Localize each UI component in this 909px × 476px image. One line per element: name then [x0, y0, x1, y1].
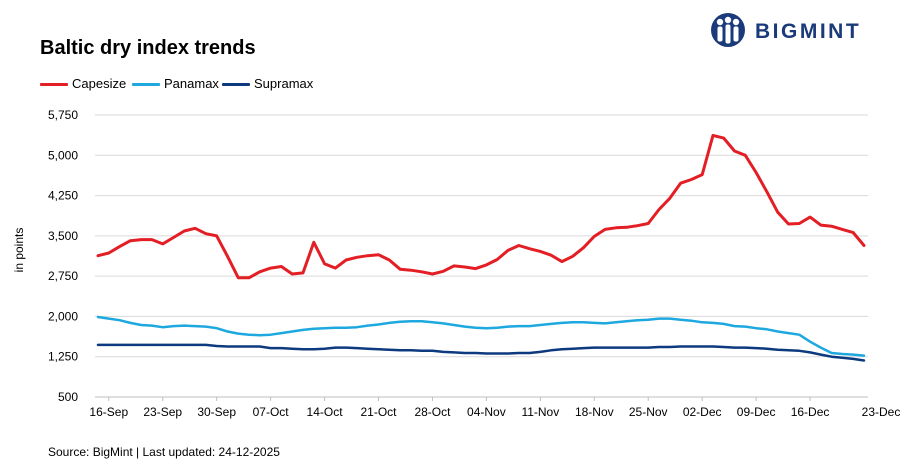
legend-swatch [40, 83, 68, 86]
source-note: Source: BigMint | Last updated: 24-12-20… [48, 445, 280, 459]
x-tick-label: 09-Dec [737, 405, 776, 419]
legend-label: Supramax [254, 76, 314, 91]
legend-label: Panamax [164, 76, 219, 91]
y-tick-label: 2,000 [48, 309, 78, 323]
x-tick-label: 11-Nov [521, 405, 559, 419]
bigmint-people-logo-icon [711, 13, 745, 47]
x-tick-label: 16-Dec [791, 405, 830, 419]
series-line-panamax [96, 315, 866, 357]
x-tick-label: 16-Sep [89, 405, 128, 419]
x-tick-label: 28-Oct [414, 405, 451, 419]
series-line-capesize [96, 133, 866, 280]
x-tick-label: 30-Sep [197, 405, 236, 419]
bigmint-logo: BIGMINT [709, 12, 901, 48]
chart-title: Baltic dry index trends [40, 37, 256, 59]
y-tick-label: 5,750 [48, 108, 78, 122]
y-tick-label: 1,250 [48, 350, 78, 364]
brand-name: BIGMINT [755, 20, 862, 43]
y-tick-label: 2,750 [48, 269, 78, 283]
legend-swatch [132, 83, 160, 86]
x-tick-label: 23-Dec [862, 405, 901, 419]
legend-swatch [222, 83, 250, 86]
x-tick-label: 23-Sep [143, 405, 182, 419]
x-tick-label: 04-Nov [467, 405, 506, 419]
x-tick-label: 25-Nov [629, 405, 668, 419]
x-tick-label: 07-Oct [253, 405, 290, 419]
x-tick-label: 14-Oct [307, 405, 344, 419]
series-line-supramax [96, 343, 866, 362]
x-tick-label: 21-Oct [360, 405, 397, 419]
y-tick-label: 3,500 [48, 229, 78, 243]
legend-label: Capesize [72, 76, 127, 91]
x-tick-label: 02-Dec [683, 405, 722, 419]
y-tick-label: 500 [58, 390, 78, 404]
y-tick-label: 5,000 [48, 148, 78, 162]
y-tick-label: 4,250 [48, 189, 78, 203]
x-tick-label: 18-Nov [575, 405, 614, 419]
